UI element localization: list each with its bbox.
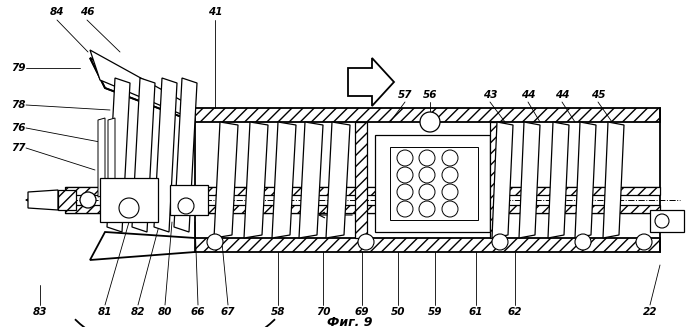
Text: 50: 50 <box>391 307 405 317</box>
Text: 67: 67 <box>221 307 236 317</box>
Text: 80: 80 <box>158 307 172 317</box>
Polygon shape <box>548 122 569 238</box>
Polygon shape <box>65 205 660 213</box>
Circle shape <box>397 167 413 183</box>
Polygon shape <box>375 135 490 232</box>
Text: 76: 76 <box>10 123 25 133</box>
Polygon shape <box>132 78 155 232</box>
Polygon shape <box>90 58 195 122</box>
Text: 70: 70 <box>316 307 330 317</box>
Text: 62: 62 <box>507 307 522 317</box>
Text: 61: 61 <box>469 307 483 317</box>
Text: 46: 46 <box>80 7 94 17</box>
Text: 84: 84 <box>50 7 64 17</box>
Text: 57: 57 <box>398 90 412 100</box>
Circle shape <box>207 234 223 250</box>
Circle shape <box>358 234 374 250</box>
Circle shape <box>397 184 413 200</box>
Text: 22: 22 <box>643 307 657 317</box>
Text: 41: 41 <box>208 7 222 17</box>
Polygon shape <box>154 78 177 232</box>
Text: 81: 81 <box>98 307 113 317</box>
Bar <box>650 210 684 232</box>
Circle shape <box>119 198 139 218</box>
Polygon shape <box>519 122 540 238</box>
Circle shape <box>442 167 458 183</box>
Polygon shape <box>107 78 130 232</box>
Bar <box>170 185 208 215</box>
Circle shape <box>397 201 413 217</box>
Circle shape <box>492 234 508 250</box>
Text: 83: 83 <box>33 307 48 317</box>
Polygon shape <box>174 78 197 232</box>
Polygon shape <box>492 122 513 238</box>
Circle shape <box>575 234 591 250</box>
Circle shape <box>655 214 669 228</box>
Text: 66: 66 <box>191 307 206 317</box>
Circle shape <box>419 167 435 183</box>
Polygon shape <box>28 190 58 210</box>
Polygon shape <box>214 122 238 238</box>
Text: Фиг. 9: Фиг. 9 <box>326 316 373 327</box>
Polygon shape <box>390 147 478 220</box>
Bar <box>58 190 76 210</box>
Polygon shape <box>575 122 596 238</box>
Text: 45: 45 <box>591 90 605 100</box>
Polygon shape <box>348 58 394 106</box>
Polygon shape <box>195 108 660 122</box>
Text: 44: 44 <box>521 90 535 100</box>
Circle shape <box>442 150 458 166</box>
Polygon shape <box>108 118 115 197</box>
Circle shape <box>419 150 435 166</box>
Bar <box>100 178 158 222</box>
Text: 82: 82 <box>131 307 145 317</box>
Circle shape <box>178 198 194 214</box>
Polygon shape <box>98 118 105 197</box>
Circle shape <box>636 234 652 250</box>
Polygon shape <box>355 122 367 238</box>
Polygon shape <box>244 122 268 238</box>
Text: 58: 58 <box>271 307 285 317</box>
Circle shape <box>419 184 435 200</box>
Circle shape <box>80 192 96 208</box>
Text: 79: 79 <box>10 63 25 73</box>
Polygon shape <box>90 232 195 260</box>
Text: 78: 78 <box>10 100 25 110</box>
Text: 59: 59 <box>428 307 442 317</box>
Polygon shape <box>195 238 660 252</box>
Circle shape <box>442 184 458 200</box>
Text: 77: 77 <box>10 143 25 153</box>
Circle shape <box>442 201 458 217</box>
Polygon shape <box>65 187 660 195</box>
Polygon shape <box>272 122 296 238</box>
Text: 43: 43 <box>483 90 497 100</box>
Text: 44: 44 <box>555 90 569 100</box>
Polygon shape <box>490 122 502 238</box>
Text: 69: 69 <box>355 307 369 317</box>
Circle shape <box>420 112 440 132</box>
Circle shape <box>419 201 435 217</box>
Polygon shape <box>90 50 195 120</box>
Polygon shape <box>299 122 323 238</box>
Text: 56: 56 <box>423 90 438 100</box>
Polygon shape <box>326 122 350 238</box>
Polygon shape <box>603 122 624 238</box>
Circle shape <box>397 150 413 166</box>
